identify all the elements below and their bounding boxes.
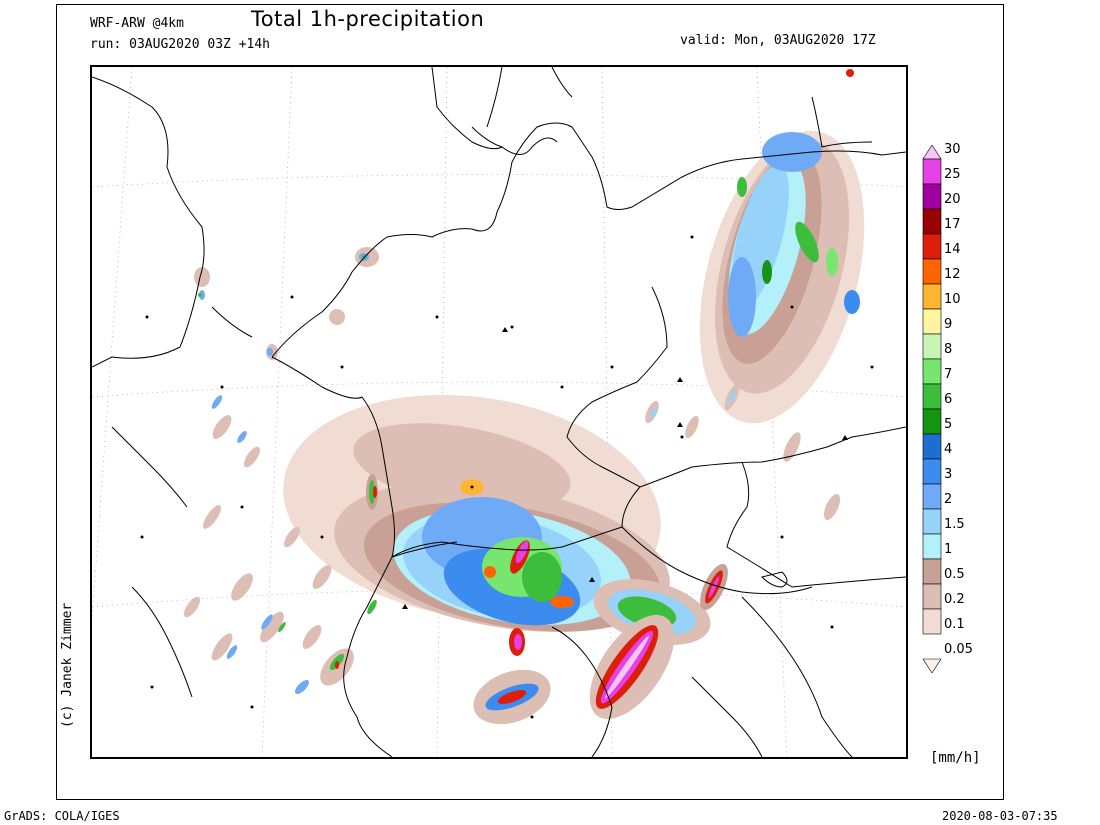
color-legend [922, 145, 942, 673]
legend-swatch [922, 283, 942, 310]
legend-level-label: 5 [944, 417, 953, 432]
legend-level-label: 20 [944, 192, 961, 207]
legend-swatch [922, 158, 942, 185]
legend-swatch [922, 483, 942, 510]
precipitation-map [90, 65, 908, 759]
map-title: Total 1h-precipitation [251, 7, 485, 31]
legend-swatch [922, 658, 942, 673]
legend-swatch [922, 258, 942, 285]
legend-swatch [922, 433, 942, 460]
legend-swatch [922, 608, 942, 635]
legend-swatch [922, 208, 942, 235]
legend-level-label: 10 [944, 292, 961, 307]
legend-swatch [922, 145, 942, 160]
legend-level-label: 8 [944, 342, 953, 357]
legend-level-label: 30 [944, 142, 961, 157]
coastlines-borders [92, 67, 906, 757]
valid-time-label: valid: Mon, 03AUG2020 17Z [680, 33, 876, 48]
legend-level-label: 1.5 [944, 517, 965, 532]
legend-level-label: 1 [944, 542, 953, 557]
legend-swatch [922, 408, 942, 435]
legend-level-label: 25 [944, 167, 961, 182]
legend-swatch [922, 533, 942, 560]
precipitation-field [183, 69, 865, 725]
legend-level-label: 2 [944, 492, 953, 507]
legend-level-label: 0.2 [944, 592, 965, 607]
legend-level-label: 0.5 [944, 567, 965, 582]
plot-frame [56, 4, 1004, 800]
city-markers [140, 235, 874, 719]
legend-swatch [922, 233, 942, 260]
legend-level-label: 14 [944, 242, 961, 257]
model-label: WRF-ARW @4km [90, 16, 184, 31]
legend-level-label: 9 [944, 317, 953, 332]
legend-unit-label: [mm/h] [930, 750, 981, 766]
legend-swatch [922, 458, 942, 485]
legend-swatch [922, 183, 942, 210]
legend-level-label: 17 [944, 217, 961, 232]
legend-swatch [922, 308, 942, 335]
generation-timestamp: 2020-08-03-07:35 [942, 809, 1058, 823]
legend-swatch [922, 383, 942, 410]
legend-level-label: 0.1 [944, 617, 965, 632]
legend-level-label: 0.05 [944, 642, 973, 657]
legend-level-label: 4 [944, 442, 953, 457]
legend-level-label: 12 [944, 267, 961, 282]
peak-markers [402, 327, 848, 609]
run-label: run: 03AUG2020 03Z +14h [90, 37, 271, 52]
legend-level-label: 7 [944, 367, 953, 382]
credit-label: (c) Janek Zimmer [60, 602, 75, 728]
legend-level-label: 6 [944, 392, 953, 407]
legend-level-label: 3 [944, 467, 953, 482]
software-credit: GrADS: COLA/IGES [4, 809, 120, 823]
legend-swatch [922, 508, 942, 535]
legend-swatch [922, 583, 942, 610]
legend-swatch [922, 358, 942, 385]
legend-swatch [922, 558, 942, 585]
legend-swatch [922, 333, 942, 360]
